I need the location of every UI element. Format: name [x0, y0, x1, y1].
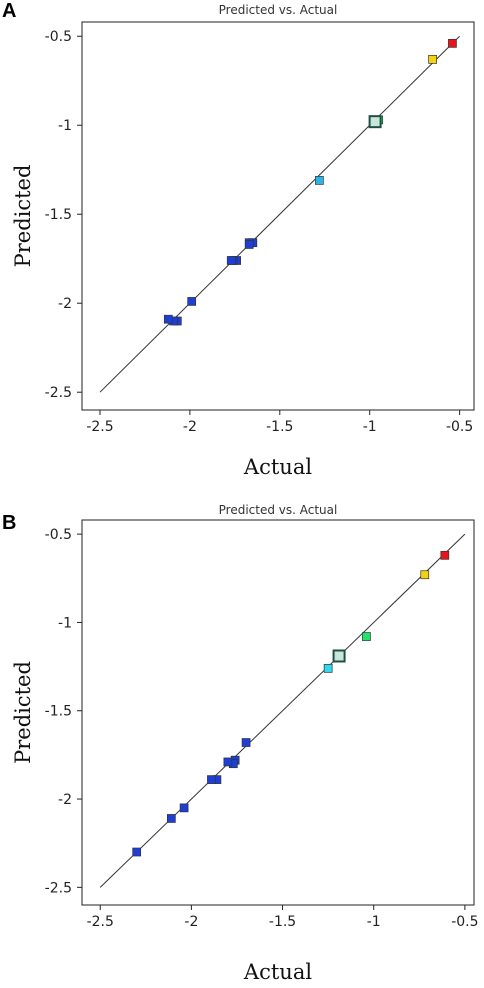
fit-line — [99, 35, 460, 393]
panel-letter: A — [2, 0, 17, 22]
data-point — [448, 39, 457, 48]
y-axis-label: Predicted — [11, 661, 35, 764]
data-point — [368, 115, 382, 129]
x-tick-label: -2 — [183, 419, 197, 435]
data-point — [315, 176, 324, 185]
plot-frame — [81, 21, 475, 411]
fit-line — [99, 533, 466, 888]
x-tick-label: -2.5 — [86, 419, 113, 435]
chart-title: Predicted vs. Actual — [219, 503, 338, 517]
x-tick-label: -1.5 — [269, 914, 296, 930]
x-tick-label: -2.5 — [87, 914, 114, 930]
data-point — [428, 55, 437, 64]
data-point — [223, 757, 233, 767]
data-point — [207, 775, 216, 784]
y-axis-label: Predicted — [11, 165, 35, 268]
y-tick-label: -2 — [58, 296, 72, 312]
plot-frame — [81, 519, 475, 906]
x-tick-label: -1 — [367, 914, 381, 930]
scatter-chart-b: Predicted vs. Actual -2.5 -2 -1.5 -1 -0.5 -0.5… — [11, 503, 479, 984]
x-tick-label: -1.5 — [266, 419, 293, 435]
y-tick-label: -2.5 — [45, 880, 72, 896]
x-tick-label: -2 — [184, 914, 198, 930]
data-point — [244, 240, 254, 249]
y-tick-label: -1.5 — [45, 704, 72, 720]
panel-letter: B — [2, 512, 17, 534]
data-point — [420, 570, 430, 580]
x-tick-label: -0.5 — [451, 914, 478, 930]
chart-panel-a: A Predicted vs. Actual -2.5 -2 -1.5 -1 -0.5 -0… — [2, 0, 475, 479]
scatter-chart-a: Predicted vs. Actual -2.5 -2 -1.5 -1 -0.5 -0.5… — [11, 3, 475, 479]
y-tick-label: -1 — [58, 615, 72, 631]
data-point — [362, 632, 371, 641]
data-point — [166, 814, 176, 823]
x-axis-label: Actual — [243, 455, 312, 479]
chart-title: Predicted vs. Actual — [219, 3, 338, 17]
y-tick-label: -2 — [58, 792, 72, 808]
data-point — [241, 738, 251, 747]
data-point — [179, 803, 189, 813]
y-tick-label: -1 — [58, 118, 72, 134]
x-tick-label: -0.5 — [446, 419, 473, 435]
y-tick-label: -2.5 — [45, 385, 72, 401]
data-point — [226, 256, 236, 265]
y-tick-label: -0.5 — [45, 527, 72, 543]
data-point — [332, 649, 346, 663]
data-point — [187, 297, 197, 306]
data-point — [132, 847, 142, 857]
chart-panel-b: B Predicted vs. Actual -2.5 -2 -1.5 -1 -0.5 -0… — [0, 494, 484, 988]
y-tick-label: -0.5 — [45, 29, 72, 45]
x-axis-label: Actual — [243, 960, 312, 984]
x-tick-label: -1 — [363, 419, 377, 435]
data-point — [163, 314, 173, 324]
data-point — [323, 663, 333, 673]
data-point — [440, 550, 450, 560]
y-tick-label: -1.5 — [45, 207, 72, 223]
